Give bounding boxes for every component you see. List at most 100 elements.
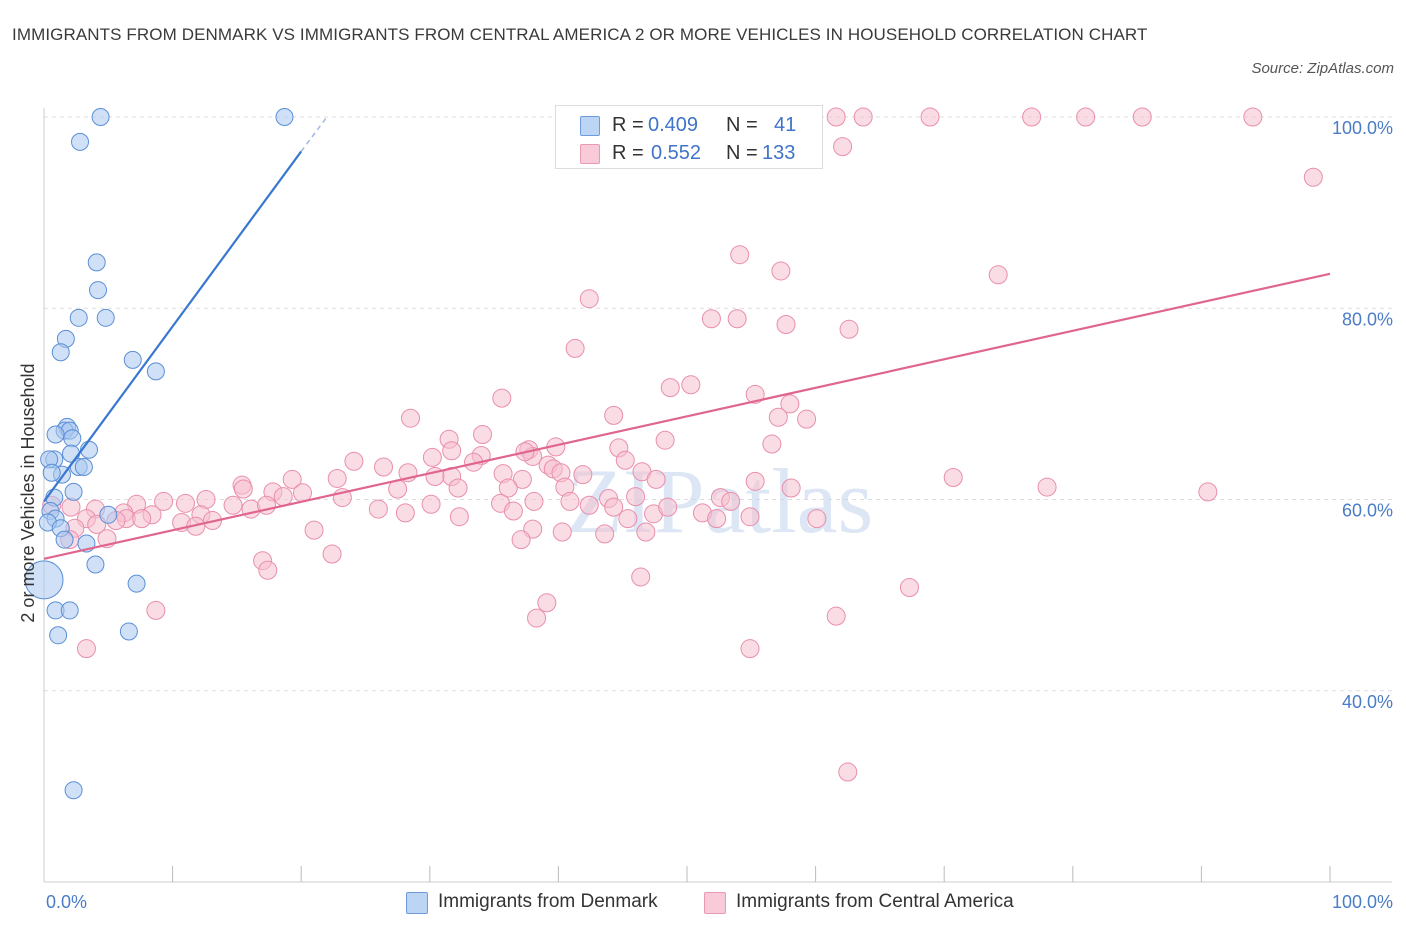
y-tick-labels: 40.0% 60.0% 80.0% 100.0%: [1332, 118, 1393, 712]
data-point: [64, 781, 83, 800]
trend-line-denmark-extension: [300, 116, 328, 152]
central-america-points: [42, 107, 1323, 782]
data-point: [71, 132, 90, 151]
data-point: [60, 601, 79, 620]
r-label: R =: [612, 114, 644, 136]
data-point: [123, 350, 142, 369]
data-point: [776, 315, 796, 335]
grid-lines: [44, 116, 1392, 692]
x-tick-label: 0.0%: [46, 892, 87, 912]
source-credit: Source: ZipAtlas.com: [1251, 60, 1394, 77]
denmark-legend-swatch: [406, 892, 428, 914]
data-point: [797, 409, 817, 429]
data-point: [96, 308, 115, 327]
data-point: [492, 388, 512, 408]
data-point: [618, 509, 638, 529]
data-point: [69, 308, 88, 327]
data-point: [524, 491, 544, 511]
data-point: [727, 309, 747, 329]
trend-line-central-america: [43, 272, 1331, 560]
data-point: [745, 384, 765, 404]
data-point: [1303, 167, 1323, 187]
data-point: [1198, 482, 1218, 502]
data-point: [701, 309, 721, 329]
data-point: [87, 253, 106, 272]
data-point: [1022, 107, 1042, 127]
central-america-swatch: [580, 144, 600, 164]
central-america-legend-swatch: [704, 892, 726, 914]
y-tick-label: 100.0%: [1332, 118, 1393, 138]
data-point: [322, 544, 342, 564]
data-point: [233, 479, 253, 499]
r-value: 0.409: [648, 114, 699, 136]
data-point: [119, 622, 138, 641]
data-point: [63, 429, 82, 448]
data-point: [175, 493, 195, 513]
data-point: [826, 606, 846, 626]
data-point: [560, 491, 580, 511]
data-point: [344, 451, 364, 471]
data-point: [681, 375, 701, 395]
y-tick-label: 60.0%: [1342, 501, 1393, 521]
trend-lines: [43, 116, 1331, 560]
x-tick-label: 100.0%: [1332, 892, 1393, 912]
data-point: [565, 338, 585, 358]
data-point: [943, 468, 963, 488]
data-point: [707, 509, 727, 529]
data-point: [730, 245, 750, 265]
data-point: [740, 639, 760, 659]
data-point: [988, 265, 1008, 285]
n-value: 41: [774, 114, 797, 136]
denmark-points: [24, 108, 294, 800]
data-point: [223, 495, 243, 515]
data-point: [473, 424, 493, 444]
data-point: [646, 469, 666, 489]
n-label: N =: [726, 142, 758, 164]
data-point: [511, 530, 531, 550]
axes: [43, 108, 1392, 883]
data-point: [49, 626, 68, 645]
data-point: [498, 478, 518, 498]
data-point: [422, 447, 442, 467]
data-point: [1076, 107, 1096, 127]
data-point: [537, 593, 557, 613]
data-point: [421, 494, 441, 514]
data-point: [282, 469, 302, 489]
data-point: [762, 434, 782, 454]
data-point: [304, 520, 324, 540]
data-point: [327, 468, 347, 488]
data-point: [604, 405, 624, 425]
data-point: [258, 560, 278, 580]
chart-title: IMMIGRANTS FROM DENMARK VS IMMIGRANTS FR…: [12, 25, 1148, 44]
data-point: [807, 509, 827, 529]
data-point: [449, 507, 469, 527]
data-point: [636, 522, 656, 542]
y-tick-label: 80.0%: [1342, 309, 1393, 329]
data-point: [833, 137, 853, 157]
legend-label-denmark: Immigrants from Denmark: [438, 891, 658, 912]
data-point: [61, 497, 81, 517]
r-value: 0.552: [651, 142, 702, 164]
data-point: [1132, 107, 1152, 127]
data-point: [74, 457, 93, 476]
data-point: [920, 107, 940, 127]
trend-line-denmark: [43, 150, 303, 503]
data-point: [512, 469, 532, 489]
data-point: [781, 478, 801, 498]
data-point: [401, 408, 421, 428]
data-point: [826, 107, 846, 127]
data-point: [721, 491, 741, 511]
data-point: [86, 555, 105, 574]
data-point: [395, 503, 415, 523]
data-point: [374, 457, 394, 477]
data-point: [740, 507, 760, 527]
legend-label-central-america: Immigrants from Central America: [736, 891, 1014, 912]
y-tick-label: 40.0%: [1342, 692, 1393, 712]
data-point: [24, 560, 64, 600]
data-point: [615, 450, 635, 470]
data-point: [579, 289, 599, 309]
data-point: [64, 482, 83, 501]
data-point: [552, 522, 572, 542]
r-label: R =: [612, 142, 644, 164]
data-point: [1037, 477, 1057, 497]
